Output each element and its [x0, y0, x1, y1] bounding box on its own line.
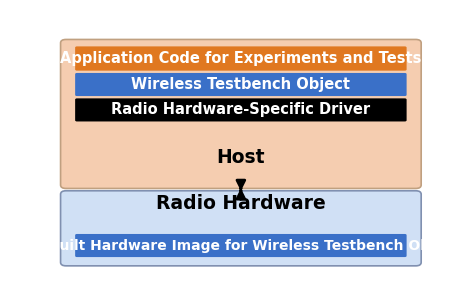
FancyBboxPatch shape [61, 40, 421, 188]
Text: Wireless Testbench Object: Wireless Testbench Object [132, 77, 350, 92]
FancyBboxPatch shape [75, 73, 407, 96]
Text: Radio Hardware-Specific Driver: Radio Hardware-Specific Driver [111, 102, 370, 117]
FancyBboxPatch shape [75, 46, 407, 70]
FancyBboxPatch shape [61, 191, 421, 266]
Text: Application Code for Experiments and Tests: Application Code for Experiments and Tes… [60, 51, 422, 66]
FancyBboxPatch shape [75, 234, 407, 257]
Text: Host: Host [217, 148, 265, 167]
Text: Prebuilt Hardware Image for Wireless Testbench Object: Prebuilt Hardware Image for Wireless Tes… [23, 238, 459, 253]
Text: Radio Hardware: Radio Hardware [156, 194, 326, 213]
FancyBboxPatch shape [75, 98, 407, 122]
